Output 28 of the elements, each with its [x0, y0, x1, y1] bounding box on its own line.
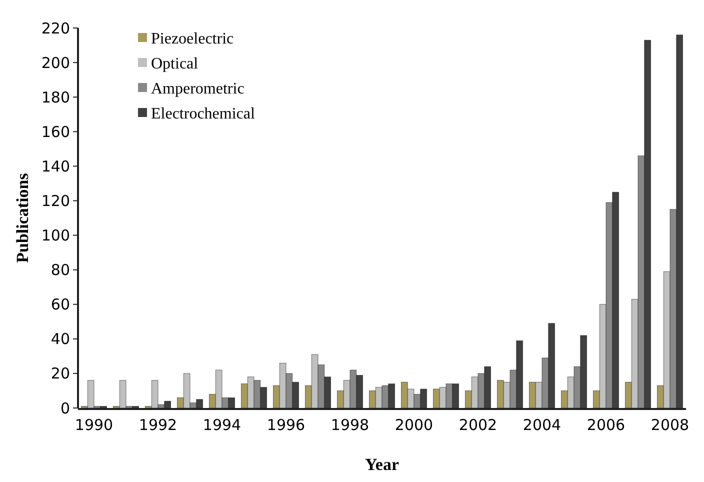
- y-axis-title: Publications: [13, 172, 32, 263]
- x-tick-label: 1998: [330, 416, 370, 434]
- legend-label: Optical: [151, 56, 199, 73]
- x-tick-label: 2004: [522, 416, 562, 434]
- x-tick-label: 2008: [650, 416, 690, 434]
- y-tick-label: 0: [60, 399, 70, 418]
- legend-label: Piezoelectric: [151, 30, 234, 48]
- x-tick-label: 1996: [266, 416, 306, 434]
- y-tick-label: 220: [41, 19, 70, 38]
- x-tick-label: 2000: [394, 416, 434, 434]
- legend-label: Amperometric: [151, 80, 244, 98]
- y-tick-label: 200: [41, 54, 70, 72]
- y-tick-label: 80: [50, 261, 70, 280]
- y-tick-label: 60: [50, 296, 70, 314]
- y-tick-label: 160: [41, 122, 70, 141]
- legend-label: Electrochemical: [151, 106, 256, 123]
- x-tick-label: 1994: [202, 416, 242, 434]
- y-tick-label: 180: [41, 88, 70, 106]
- y-tick-label: 20: [50, 364, 70, 383]
- x-tick-label: 1992: [138, 416, 178, 434]
- x-tick-label: 2006: [586, 416, 626, 434]
- y-tick-label: 100: [41, 226, 70, 245]
- x-tick-label: 1990: [74, 416, 114, 434]
- x-tick-label: 2002: [458, 416, 498, 434]
- y-tick-label: 140: [41, 157, 70, 176]
- x-axis-title: Year: [365, 455, 400, 474]
- y-tick-label: 120: [41, 192, 70, 210]
- y-tick-label: 40: [50, 330, 70, 348]
